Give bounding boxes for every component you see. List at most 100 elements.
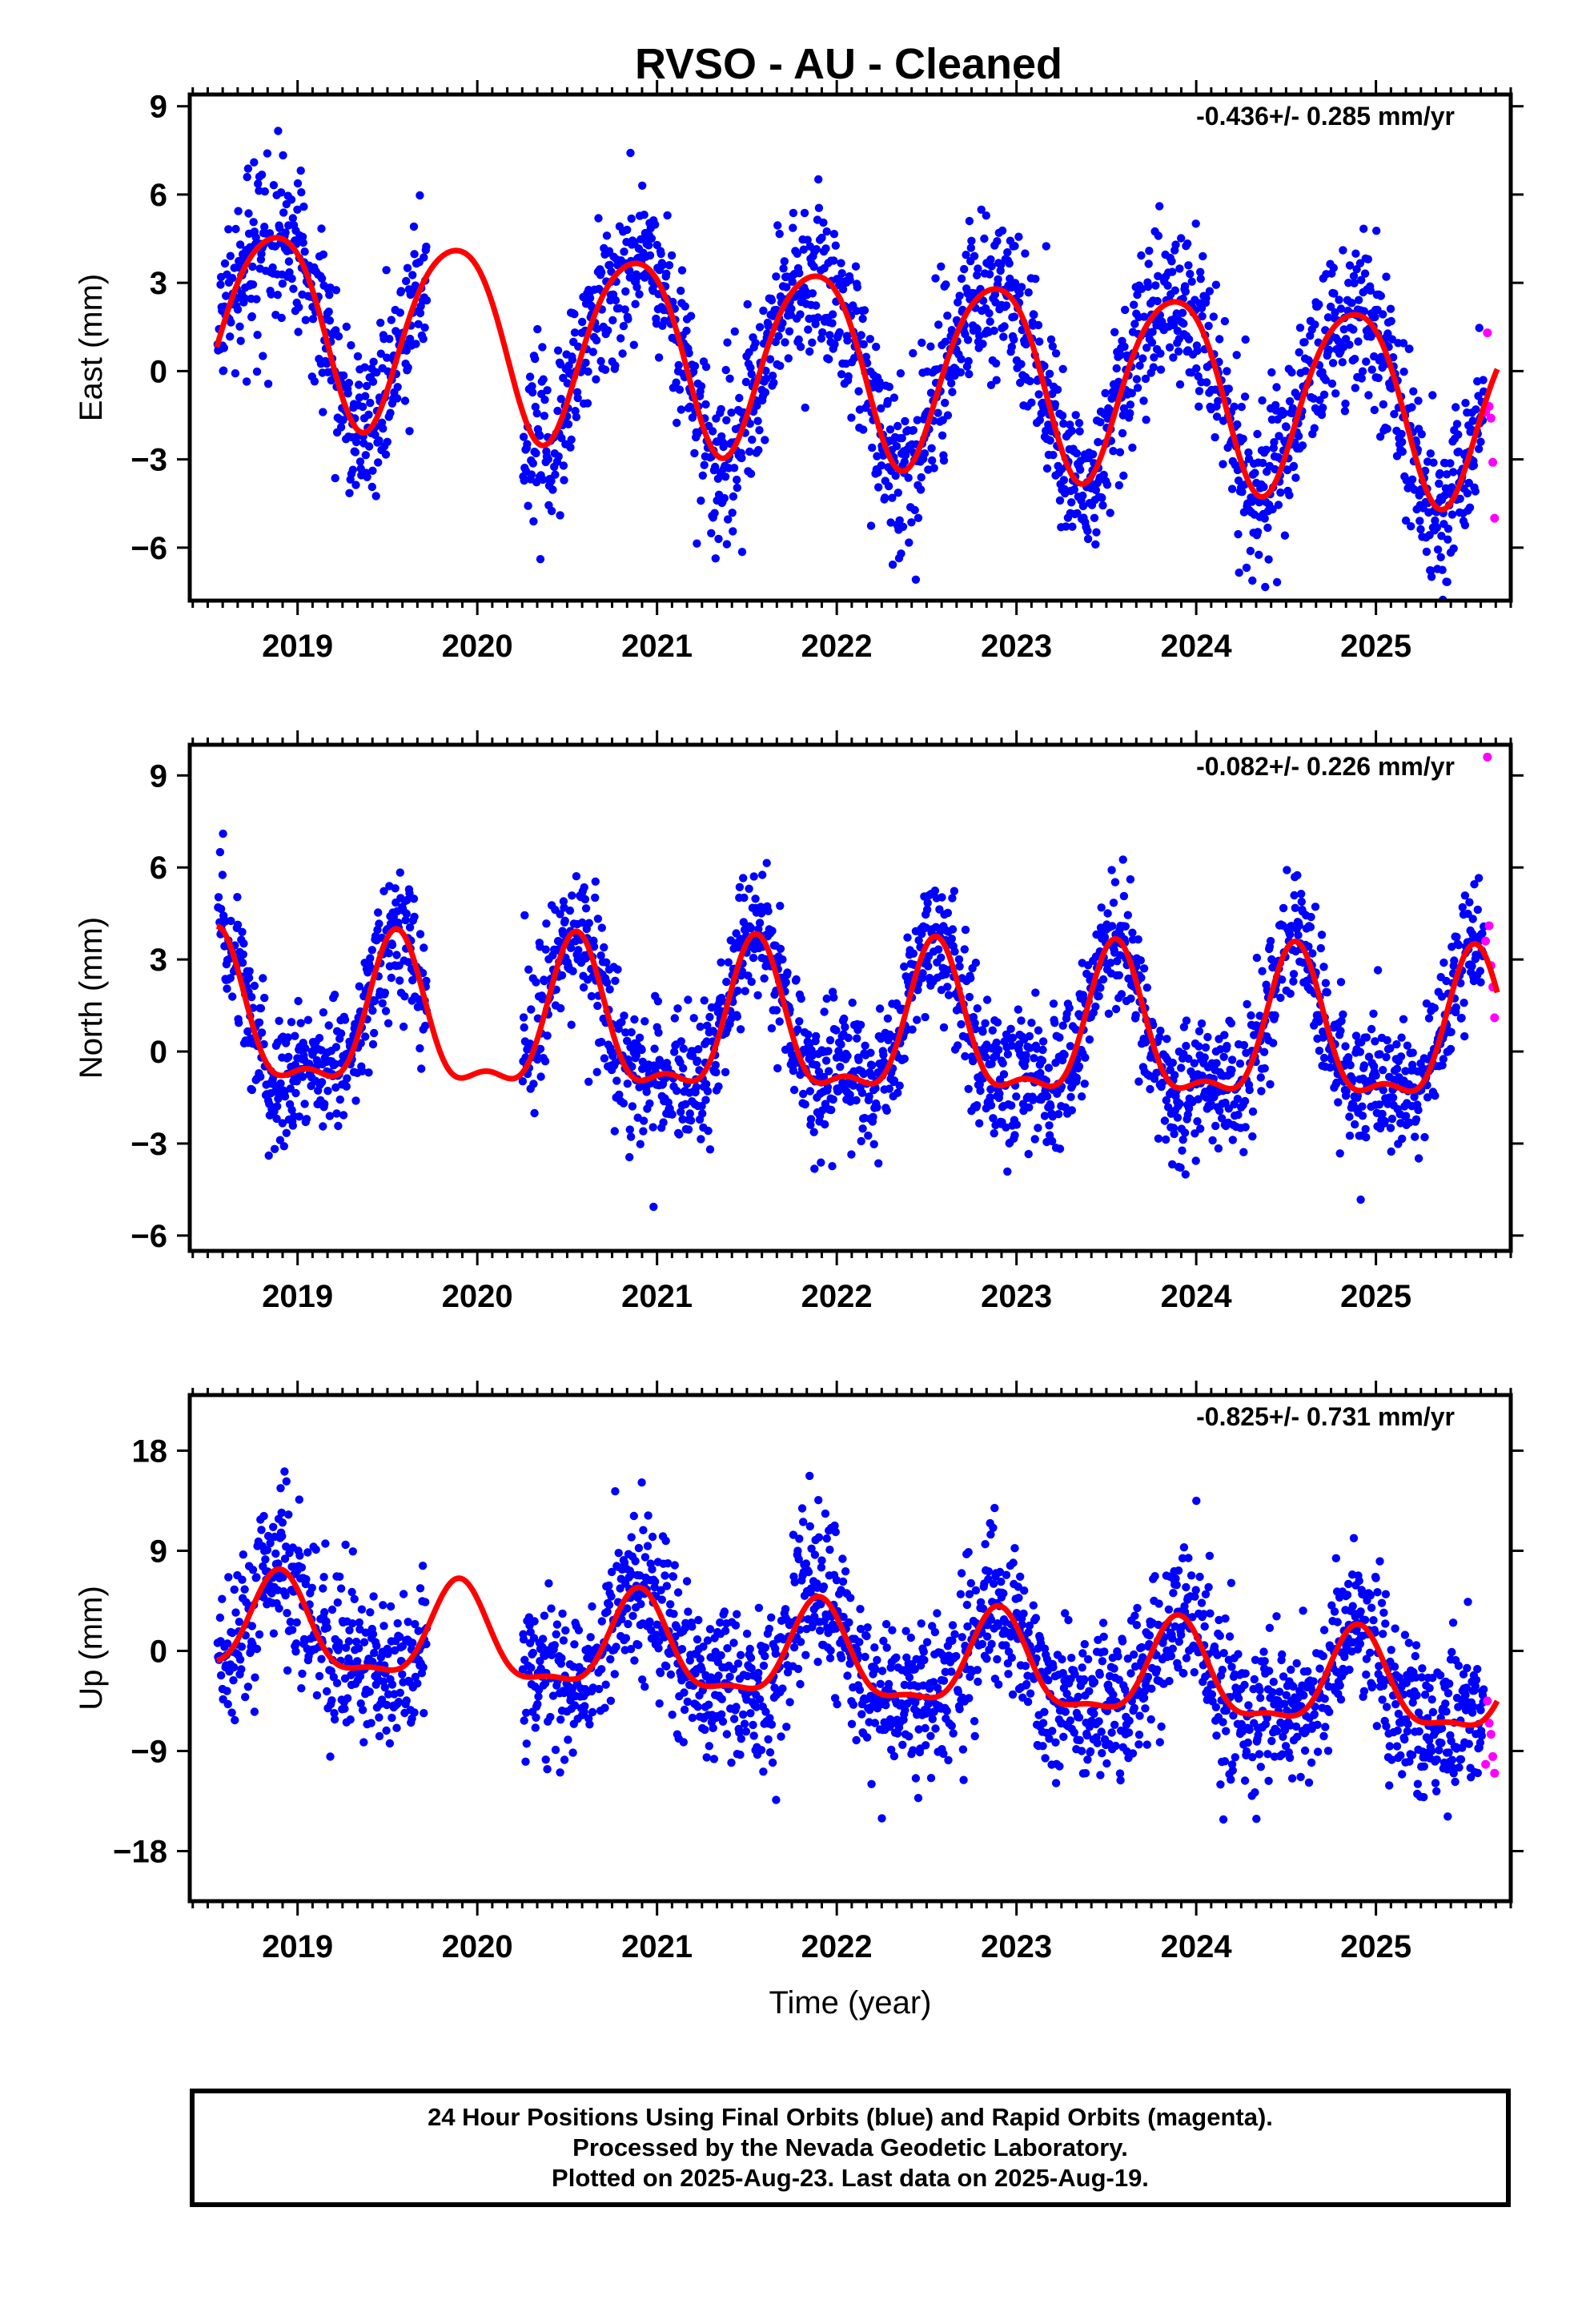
final-point — [366, 954, 375, 963]
final-point — [1002, 301, 1011, 310]
final-point — [924, 962, 933, 971]
final-point — [1289, 461, 1299, 471]
final-point — [408, 975, 417, 985]
final-point — [821, 1056, 831, 1065]
final-point — [659, 1118, 668, 1127]
final-point — [380, 988, 389, 997]
final-point — [701, 400, 710, 409]
final-point — [1429, 458, 1438, 467]
final-point — [630, 1015, 639, 1024]
rapid-point — [1486, 413, 1496, 423]
final-point — [327, 1696, 336, 1705]
final-point — [1167, 257, 1176, 266]
final-point — [296, 166, 305, 175]
final-point — [524, 965, 533, 974]
final-point — [1362, 357, 1371, 366]
final-point — [327, 376, 335, 385]
final-point — [268, 263, 277, 272]
final-point — [279, 151, 287, 160]
final-point — [941, 398, 950, 408]
final-point — [289, 284, 298, 293]
final-point — [809, 1128, 818, 1136]
final-point — [560, 916, 569, 926]
final-point — [739, 874, 748, 883]
final-point — [346, 1715, 355, 1724]
final-point — [623, 1036, 632, 1046]
final-point — [1327, 379, 1337, 388]
final-point — [1022, 1051, 1030, 1059]
final-point — [1178, 1146, 1186, 1155]
final-point — [1285, 396, 1295, 406]
final-point — [773, 1063, 782, 1073]
final-point — [1256, 1073, 1266, 1082]
final-point — [324, 308, 333, 316]
final-point — [257, 1028, 267, 1037]
final-point — [1091, 485, 1101, 495]
final-point — [332, 1109, 341, 1118]
final-point — [341, 1540, 350, 1550]
final-point — [672, 378, 681, 387]
final-point — [1046, 436, 1054, 445]
final-point — [374, 908, 383, 917]
final-point — [402, 276, 411, 286]
final-point — [282, 1128, 291, 1138]
final-point — [999, 332, 1008, 341]
final-point — [874, 1159, 883, 1168]
final-point — [779, 264, 788, 273]
final-point — [540, 396, 549, 404]
final-point — [1323, 313, 1333, 322]
final-point — [228, 992, 237, 1001]
final-point — [926, 342, 935, 351]
final-point — [964, 356, 973, 366]
final-point — [1183, 239, 1192, 248]
final-point — [986, 1101, 996, 1110]
final-point — [1344, 279, 1353, 287]
final-point — [1044, 420, 1053, 429]
final-point — [1201, 1043, 1211, 1052]
final-point — [276, 1079, 285, 1088]
final-point — [635, 1083, 644, 1092]
final-point — [986, 317, 994, 326]
final-point — [1016, 378, 1025, 388]
final-point — [712, 1068, 721, 1077]
final-point — [574, 946, 583, 955]
final-point — [1126, 408, 1134, 418]
final-point — [1397, 1033, 1406, 1042]
final-point — [250, 981, 259, 991]
final-point — [331, 286, 341, 295]
final-point — [1410, 485, 1419, 494]
final-point — [264, 1151, 273, 1160]
final-point — [1094, 991, 1103, 1001]
final-point — [1351, 384, 1360, 392]
final-point — [216, 904, 226, 914]
final-point — [764, 907, 773, 915]
final-point — [378, 999, 387, 1008]
final-point — [1175, 1100, 1184, 1108]
final-point — [1345, 261, 1355, 270]
final-point — [541, 945, 550, 954]
final-point — [844, 1033, 853, 1043]
final-point — [760, 974, 769, 983]
final-point — [694, 1045, 703, 1054]
final-point — [340, 1704, 349, 1713]
final-point — [332, 1679, 342, 1687]
final-point — [1358, 1102, 1367, 1111]
final-point — [893, 1088, 902, 1097]
final-point — [293, 205, 302, 214]
final-point — [620, 247, 628, 256]
final-point — [1373, 966, 1383, 975]
final-point — [819, 218, 828, 227]
final-point — [810, 1164, 819, 1173]
final-point — [869, 1140, 878, 1149]
final-point — [319, 1008, 328, 1017]
final-point — [369, 357, 378, 366]
final-point — [412, 340, 420, 348]
final-point — [1058, 364, 1067, 373]
final-point — [681, 302, 689, 311]
final-point — [416, 191, 424, 200]
final-point — [822, 227, 831, 236]
final-point — [1136, 956, 1146, 965]
final-point — [260, 223, 269, 231]
final-point — [636, 235, 645, 243]
